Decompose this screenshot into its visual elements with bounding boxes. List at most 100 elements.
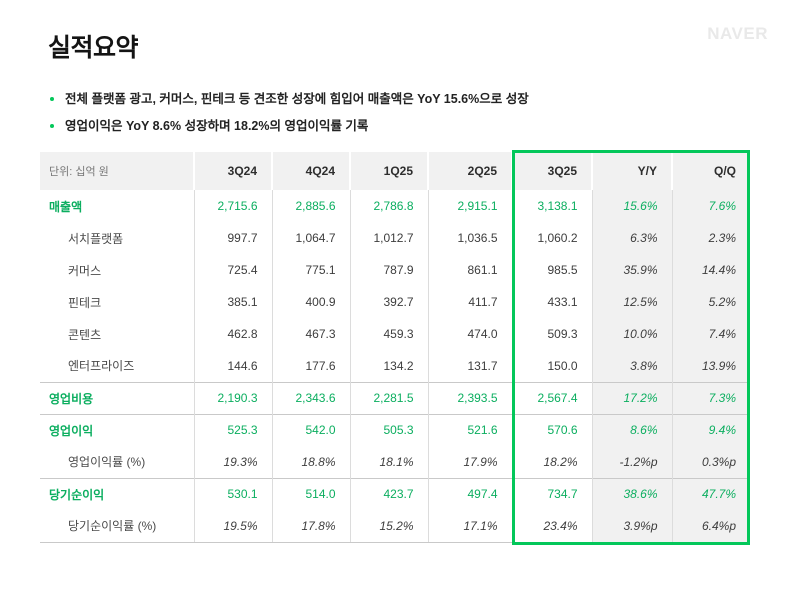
cell-operating-margin-qq: 0.3%p (671, 446, 750, 478)
cell-fintech-qq: 5.2% (671, 286, 750, 318)
cell-enterprise-3q24: 144.6 (193, 350, 272, 382)
page-title: 실적요약 (48, 34, 139, 62)
cell-operating-margin-4q24: 18.8% (271, 446, 350, 478)
bullet-item-1: 전체 플랫폼 광고, 커머스, 핀테크 등 견조한 성장에 힘입어 매출액은 Y… (50, 92, 529, 108)
cell-operating-expenses-1q25: 2,281.5 (349, 381, 428, 414)
cell-fintech-3q24: 385.1 (193, 286, 272, 318)
row-operating-margin: 영업이익률 (%) 19.3% 18.8% 18.1% 17.9% 18.2% -1.2%p… (40, 446, 750, 478)
financial-table-wrap: 단위: 십억 원 3Q24 4Q24 1Q25 2Q25 3Q25 Y/Y Q/Q 매출액 2,7… (40, 150, 750, 545)
row-label-net-profit: 당기순이익 (40, 477, 194, 510)
cell-net-profit-qq: 47.7% (671, 477, 750, 510)
cell-net-profit-yy: 38.6% (591, 477, 672, 510)
bullet-item-2: 영업이익은 YoY 8.6% 성장하며 18.2%의 영업이익률 기록 (50, 119, 529, 135)
cell-net-profit-2q25: 497.4 (427, 477, 512, 510)
cell-contents-1q25: 459.3 (349, 318, 428, 350)
cell-commerce-2q25: 861.1 (427, 254, 512, 286)
row-net-margin: 당기순이익률 (%) 19.5% 17.8% 15.2% 17.1% 23.4% 3.9%p… (40, 510, 750, 543)
cell-commerce-3q24: 725.4 (193, 254, 272, 286)
cell-net-margin-4q24: 17.8% (271, 510, 350, 543)
cell-search-platform-3q25: 1,060.2 (511, 222, 592, 254)
row-enterprise: 엔터프라이즈 144.6 177.6 134.2 131.7 150.0 3.8% 13.9% (40, 350, 750, 382)
cell-net-profit-3q25: 734.7 (511, 477, 592, 510)
row-label-operating-expenses: 영업비용 (40, 381, 194, 414)
cell-search-platform-2q25: 1,036.5 (427, 222, 512, 254)
row-label-net-margin: 당기순이익률 (%) (40, 510, 194, 543)
cell-contents-3q24: 462.8 (193, 318, 272, 350)
cell-revenue-qq: 7.6% (671, 190, 750, 222)
cell-revenue-3q25: 3,138.1 (511, 190, 592, 222)
row-search-platform: 서치플랫폼 997.7 1,064.7 1,012.7 1,036.5 1,060.2 6.… (40, 222, 750, 254)
cell-net-margin-yy: 3.9%p (591, 510, 672, 543)
cell-enterprise-2q25: 131.7 (427, 350, 512, 382)
col-header-3q25: 3Q25 (511, 152, 592, 190)
cell-operating-profit-2q25: 521.6 (427, 413, 512, 446)
bullet-text: 전체 플랫폼 광고, 커머스, 핀테크 등 견조한 성장에 힘입어 매출액은 Y… (65, 92, 529, 106)
header-row: 단위: 십억 원 3Q24 4Q24 1Q25 2Q25 3Q25 Y/Y Q/Q (40, 152, 750, 190)
cell-operating-margin-3q25: 18.2% (511, 446, 592, 478)
col-header-qq: Q/Q (671, 152, 750, 190)
cell-enterprise-3q25: 150.0 (511, 350, 592, 382)
cell-revenue-2q25: 2,915.1 (427, 190, 512, 222)
row-label-operating-margin: 영업이익률 (%) (68, 455, 146, 470)
cell-commerce-3q25: 985.5 (511, 254, 592, 286)
cell-contents-3q25: 509.3 (511, 318, 592, 350)
bullet-dot-icon (50, 97, 54, 101)
cell-operating-expenses-yy: 17.2% (591, 381, 672, 414)
cell-revenue-yy: 15.6% (591, 190, 672, 222)
cell-revenue-1q25: 2,786.8 (349, 190, 428, 222)
financial-table: 단위: 십억 원 3Q24 4Q24 1Q25 2Q25 3Q25 Y/Y Q/Q 매출액 2,7… (40, 152, 750, 543)
cell-operating-profit-yy: 8.6% (591, 413, 672, 446)
cell-search-platform-3q24: 997.7 (193, 222, 272, 254)
cell-contents-4q24: 467.3 (271, 318, 350, 350)
cell-operating-margin-2q25: 17.9% (427, 446, 512, 478)
cell-commerce-1q25: 787.9 (349, 254, 428, 286)
cell-net-margin-3q25: 23.4% (511, 510, 592, 543)
cell-search-platform-yy: 6.3% (591, 222, 672, 254)
row-label-enterprise: 엔터프라이즈 (68, 359, 135, 374)
col-header-yy: Y/Y (591, 152, 672, 190)
cell-net-profit-4q24: 514.0 (271, 477, 350, 510)
cell-operating-expenses-qq: 7.3% (671, 381, 750, 414)
row-label-commerce: 커머스 (68, 263, 102, 278)
cell-commerce-4q24: 775.1 (271, 254, 350, 286)
cell-fintech-3q25: 433.1 (511, 286, 592, 318)
cell-revenue-4q24: 2,885.6 (271, 190, 350, 222)
row-label-fintech: 핀테크 (68, 295, 102, 310)
row-contents: 콘텐츠 462.8 467.3 459.3 474.0 509.3 10.0% 7.4% (40, 318, 750, 350)
bullet-dot-icon (50, 123, 54, 128)
unit-label: 단위: 십억 원 (40, 152, 194, 190)
cell-enterprise-qq: 13.9% (671, 350, 750, 382)
row-revenue: 매출액 2,715.6 2,885.6 2,786.8 2,915.1 3,138.1 15… (40, 190, 750, 222)
cell-net-profit-1q25: 423.7 (349, 477, 428, 510)
cell-revenue-3q24: 2,715.6 (193, 190, 272, 222)
cell-operating-expenses-2q25: 2,393.5 (427, 381, 512, 414)
bullet-text: 영업이익은 YoY 8.6% 성장하며 18.2%의 영업이익률 기록 (65, 118, 369, 133)
cell-net-margin-1q25: 15.2% (349, 510, 428, 543)
summary-bullets: 전체 플랫폼 광고, 커머스, 핀테크 등 견조한 성장에 힘입어 매출액은 Y… (50, 92, 529, 145)
cell-fintech-yy: 12.5% (591, 286, 672, 318)
cell-enterprise-1q25: 134.2 (349, 350, 428, 382)
cell-search-platform-qq: 2.3% (671, 222, 750, 254)
cell-search-platform-4q24: 1,064.7 (271, 222, 350, 254)
row-operating-expenses: 영업비용 2,190.3 2,343.6 2,281.5 2,393.5 2,567.4 1… (40, 381, 750, 414)
cell-operating-profit-3q24: 525.3 (193, 413, 272, 446)
cell-fintech-1q25: 392.7 (349, 286, 428, 318)
cell-net-margin-3q24: 19.5% (193, 510, 272, 543)
cell-contents-2q25: 474.0 (427, 318, 512, 350)
cell-operating-profit-4q24: 542.0 (271, 413, 350, 446)
cell-operating-profit-1q25: 505.3 (349, 413, 428, 446)
cell-operating-expenses-4q24: 2,343.6 (271, 381, 350, 414)
cell-operating-margin-1q25: 18.1% (349, 446, 428, 478)
cell-enterprise-yy: 3.8% (591, 350, 672, 382)
cell-operating-margin-yy: -1.2%p (591, 446, 672, 478)
row-operating-profit: 영업이익 525.3 542.0 505.3 521.6 570.6 8.6% 9.4% (40, 413, 750, 446)
row-label-operating-profit: 영업이익 (40, 413, 194, 446)
cell-contents-qq: 7.4% (671, 318, 750, 350)
cell-fintech-4q24: 400.9 (271, 286, 350, 318)
cell-enterprise-4q24: 177.6 (271, 350, 350, 382)
row-commerce: 커머스 725.4 775.1 787.9 861.1 985.5 35.9% 14.4% (40, 254, 750, 286)
cell-net-profit-3q24: 530.1 (193, 477, 272, 510)
row-label-contents: 콘텐츠 (68, 327, 102, 342)
cell-operating-expenses-3q24: 2,190.3 (193, 381, 272, 414)
